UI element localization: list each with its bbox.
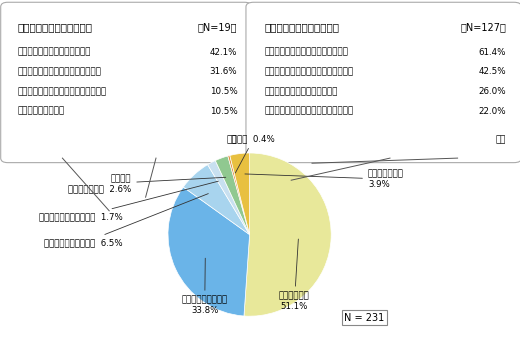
- Text: ・商品の魅力の説明しかしなかった: ・商品の魅力の説明しかしなかった: [17, 67, 101, 76]
- Text: 42.5%: 42.5%: [478, 67, 506, 76]
- Text: など: など: [227, 135, 237, 144]
- Text: 主な満足理由（複数回答）: 主な満足理由（複数回答）: [264, 22, 339, 32]
- Wedge shape: [215, 156, 250, 235]
- Text: まったく満足しなかった  1.7%: まったく満足しなかった 1.7%: [40, 181, 218, 221]
- Text: 26.0%: 26.0%: [478, 87, 506, 96]
- Text: 61.4%: 61.4%: [478, 48, 506, 57]
- Text: 31.6%: 31.6%: [210, 67, 237, 76]
- Text: ・質問にきちんと答えてくれた: ・質問にきちんと答えてくれた: [264, 87, 337, 96]
- Text: 10.5%: 10.5%: [210, 107, 237, 116]
- Text: 22.0%: 22.0%: [478, 107, 506, 116]
- Text: あまり満足しなかった  6.5%: あまり満足しなかった 6.5%: [45, 193, 209, 247]
- Text: 販売員と
接触していない  2.6%: 販売員と 接触していない 2.6%: [68, 174, 226, 194]
- Text: など: など: [496, 135, 506, 144]
- Wedge shape: [183, 165, 250, 235]
- Text: まあ満足した
51.1%: まあ満足した 51.1%: [279, 239, 310, 311]
- Wedge shape: [228, 155, 250, 235]
- Text: ・商品の魅力をわかりやすく説明した: ・商品の魅力をわかりやすく説明した: [264, 67, 354, 76]
- Text: N = 231: N = 231: [344, 313, 384, 323]
- Text: ・商品のリスクもきちんと説明した: ・商品のリスクもきちんと説明した: [264, 48, 348, 57]
- FancyBboxPatch shape: [1, 2, 252, 163]
- Text: とても満足した
3.9%: とても満足した 3.9%: [245, 169, 404, 189]
- Text: （N=19）: （N=19）: [198, 22, 237, 32]
- Text: 42.1%: 42.1%: [210, 48, 237, 57]
- Wedge shape: [230, 153, 250, 235]
- Text: ・ニーズにあった商品を勧めなかった: ・ニーズにあった商品を勧めなかった: [17, 87, 107, 96]
- Wedge shape: [207, 160, 250, 235]
- Text: （N=127）: （N=127）: [460, 22, 506, 32]
- Text: 主な不満理由（複数回答）: 主な不満理由（複数回答）: [17, 22, 92, 32]
- Wedge shape: [244, 153, 331, 316]
- Text: どちらともいえない
33.8%: どちらともいえない 33.8%: [181, 258, 228, 315]
- Text: ・商品の説明がわからなかった: ・商品の説明がわからなかった: [17, 48, 91, 57]
- Wedge shape: [168, 187, 250, 316]
- Text: ・自分のニーズにあった商品を勧めた: ・自分のニーズにあった商品を勧めた: [264, 107, 354, 116]
- Text: 10.5%: 10.5%: [210, 87, 237, 96]
- Text: ・勧誘が強引だった: ・勧誘が強引だった: [17, 107, 64, 116]
- Text: 無回答  0.4%: 無回答 0.4%: [232, 134, 275, 173]
- FancyBboxPatch shape: [246, 2, 520, 163]
